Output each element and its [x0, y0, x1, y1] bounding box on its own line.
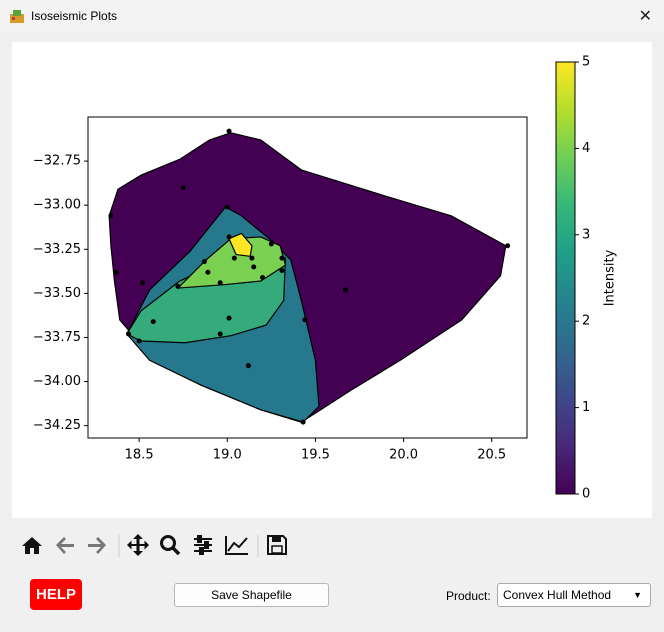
product-value: Convex Hull Method: [503, 588, 612, 602]
station-point: [224, 204, 230, 210]
station-point: [108, 213, 114, 219]
intensity-region: [228, 232, 253, 257]
x-tick-label: 19.5: [301, 448, 330, 463]
app-icon: [10, 10, 24, 23]
y-tick-label: −33.00: [33, 198, 81, 213]
station-point: [249, 255, 255, 261]
home-button[interactable]: [22, 537, 42, 554]
window-title: Isoseismic Plots: [31, 9, 118, 23]
configure-button[interactable]: [194, 535, 212, 555]
colorbar-tick-label: 5: [582, 55, 590, 70]
colorbar-tick-label: 3: [582, 227, 590, 242]
pan-button[interactable]: [127, 534, 149, 556]
station-point: [342, 287, 348, 293]
forward-button[interactable]: [88, 537, 106, 554]
station-point: [279, 255, 285, 261]
x-tick-label: 20.5: [477, 448, 506, 463]
toolbar: [22, 534, 287, 557]
axes-frame: [87, 116, 528, 439]
station-point: [217, 331, 223, 337]
station-point: [268, 241, 274, 247]
station-point: [140, 280, 146, 286]
colorbar: [555, 61, 576, 495]
x-tick-label: 18.5: [125, 448, 154, 463]
save-figure-button[interactable]: [267, 535, 287, 555]
y-tick-label: −32.75: [33, 154, 81, 169]
help-button[interactable]: HELP: [30, 579, 82, 610]
station-point: [136, 338, 142, 344]
station-point: [245, 363, 251, 369]
x-tick-label: 19.0: [213, 448, 242, 463]
station-point: [279, 267, 285, 273]
station-point: [126, 331, 132, 337]
y-tick-label: −34.25: [33, 418, 81, 433]
station-point: [226, 128, 232, 134]
intensity-region: [177, 236, 287, 289]
station-point: [180, 185, 186, 191]
axes-button[interactable]: [225, 536, 248, 555]
station-point: [217, 280, 223, 286]
colorbar-label: Intensity: [603, 249, 618, 306]
chart: 18.5 19.0 19.5 20.0 20.5 −32.75 −33.00 −33.25 −3…: [12, 42, 652, 518]
product-select[interactable]: Convex Hull Method ▼: [497, 583, 651, 607]
station-point: [226, 315, 232, 321]
station-point: [300, 419, 306, 425]
station-point: [260, 275, 266, 280]
x-tick-label: 20.0: [389, 448, 418, 463]
station-point: [302, 317, 308, 323]
station-point: [201, 259, 207, 265]
title-bar: Isoseismic Plots ✕: [0, 0, 664, 32]
y-tick-label: −33.75: [33, 330, 81, 345]
station-point: [505, 243, 511, 249]
station-point: [226, 234, 232, 240]
product-label: Product:: [446, 589, 491, 603]
back-button[interactable]: [56, 537, 74, 554]
colorbar-tick-label: 1: [582, 400, 590, 415]
station-point: [113, 269, 119, 275]
save-shapefile-button[interactable]: Save Shapefile: [174, 583, 329, 607]
station-point: [150, 319, 156, 325]
y-tick-label: −33.25: [33, 242, 81, 257]
y-tick-label: −34.00: [33, 374, 81, 389]
colorbar-tick-label: 0: [582, 487, 590, 502]
station-point: [175, 283, 181, 289]
close-button[interactable]: ✕: [638, 8, 652, 25]
dropdown-arrow: ▼: [633, 590, 642, 600]
station-point: [205, 269, 211, 275]
station-point: [231, 255, 237, 261]
colorbar-tick-label: 2: [582, 314, 590, 329]
colorbar-tick-label: 4: [582, 141, 590, 156]
zoom-button[interactable]: [160, 535, 181, 556]
station-point: [251, 264, 257, 270]
y-tick-label: −33.50: [33, 286, 81, 301]
